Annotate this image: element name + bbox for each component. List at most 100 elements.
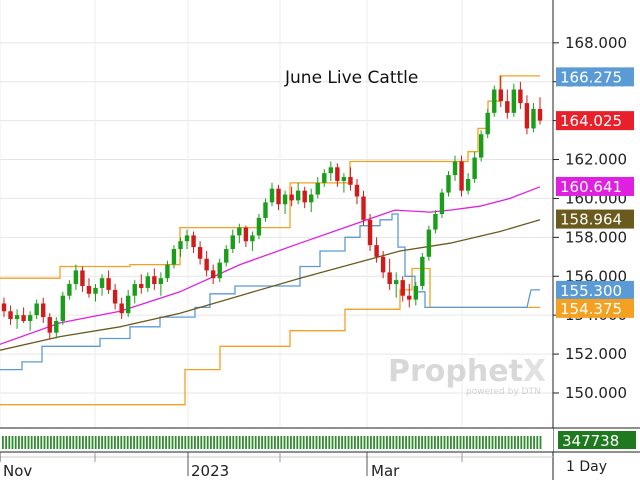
candle-body — [237, 227, 242, 236]
candle-body — [99, 278, 105, 288]
candle — [145, 272, 151, 292]
candle-body — [439, 192, 445, 214]
candle — [152, 268, 157, 290]
candle-body — [41, 303, 46, 318]
candle — [276, 184, 281, 211]
volume-bar — [462, 436, 465, 449]
volume-bar — [210, 436, 212, 449]
candle-body — [60, 295, 66, 321]
candle — [210, 264, 216, 285]
volume-bar — [302, 436, 305, 449]
volume-bar — [283, 436, 286, 449]
candle — [439, 188, 445, 218]
candle-body — [426, 229, 432, 257]
candle-body — [73, 270, 79, 285]
candle — [472, 151, 477, 183]
candle — [27, 311, 33, 331]
candle — [315, 177, 320, 199]
candle-body — [263, 202, 268, 218]
candle-body — [433, 214, 438, 230]
volume-bar — [414, 436, 417, 449]
volume-bar — [258, 436, 260, 449]
candle — [354, 178, 360, 205]
candle-body — [112, 289, 118, 304]
candle — [524, 95, 530, 135]
volume-bar — [184, 436, 187, 449]
volume-bar — [411, 436, 414, 449]
volume-bar — [174, 436, 177, 449]
candle — [139, 274, 144, 294]
candle — [112, 284, 118, 310]
timeframe-label[interactable]: 1 Day — [566, 459, 607, 475]
volume-bar — [27, 436, 30, 449]
candle — [230, 229, 235, 253]
candle-body — [413, 285, 419, 300]
candle-body — [315, 182, 320, 195]
candle-body — [518, 89, 523, 104]
volume-bar — [248, 436, 251, 449]
candle-body — [387, 272, 392, 285]
volume-bar — [37, 436, 39, 449]
volume-bar — [53, 436, 55, 449]
volume-bar — [117, 436, 119, 449]
candle — [295, 182, 301, 205]
volume-bar — [296, 436, 299, 449]
candle-body — [511, 89, 517, 113]
candle-body — [106, 278, 111, 290]
candle-body — [256, 217, 262, 236]
candle-body — [505, 101, 510, 113]
candle — [158, 272, 164, 296]
volume-bar — [315, 436, 318, 449]
candle-body — [498, 89, 503, 102]
volume-bar — [405, 436, 407, 449]
volume-bar — [459, 436, 462, 449]
volume-bar — [507, 436, 510, 449]
candle — [54, 317, 59, 339]
volume-bar — [424, 436, 427, 449]
candle — [34, 299, 39, 320]
volume-bar — [165, 436, 167, 449]
volume-bar — [30, 436, 33, 449]
candle — [452, 155, 458, 181]
candle-body — [328, 167, 334, 174]
volume-bar — [242, 436, 244, 449]
volume-bar — [254, 436, 257, 449]
volume-bar — [434, 436, 436, 449]
candle-body — [171, 249, 177, 265]
candle — [178, 237, 183, 257]
volume-bar — [139, 436, 142, 449]
candle — [191, 231, 196, 253]
candle-body — [393, 280, 399, 285]
candle-body — [93, 287, 98, 294]
candle — [106, 270, 111, 294]
candle — [119, 297, 124, 320]
candle — [413, 282, 419, 306]
candle-body — [478, 134, 484, 158]
candle-body — [335, 167, 340, 181]
volume-bar — [338, 436, 340, 449]
candle — [537, 97, 543, 125]
candle-body — [374, 245, 379, 257]
volume-bar — [386, 436, 388, 449]
candle — [433, 210, 438, 234]
candle — [60, 291, 66, 325]
candle — [426, 225, 432, 261]
candle — [224, 245, 229, 267]
grid-lines — [0, 0, 553, 428]
volume-bar — [523, 436, 526, 449]
price-tag — [556, 176, 634, 196]
volume-bar — [232, 436, 235, 449]
candle — [531, 103, 536, 133]
indicator-line-4 — [0, 219, 541, 351]
candle-body — [341, 177, 347, 181]
volume-bar — [299, 436, 302, 449]
candle — [518, 81, 523, 109]
volume-bar — [286, 436, 289, 449]
candle — [492, 85, 497, 117]
volume-bar — [78, 436, 81, 449]
volume-bar — [216, 436, 219, 449]
volume-bar — [85, 436, 87, 449]
volume-bar — [126, 436, 129, 449]
volume-bar — [107, 436, 110, 449]
candle-body — [27, 315, 33, 321]
